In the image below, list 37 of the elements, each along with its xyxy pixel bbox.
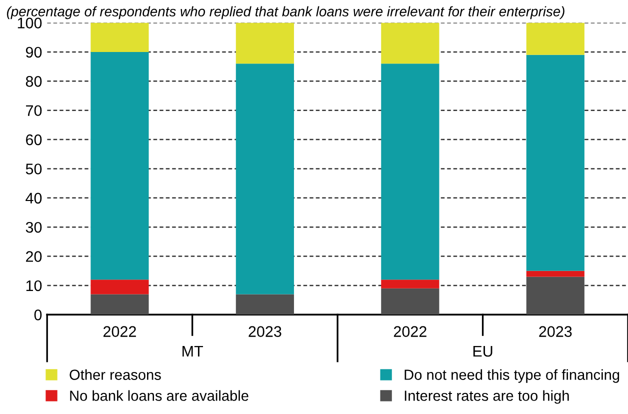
bar [381, 64, 440, 280]
y-tick-label: 10 [26, 280, 42, 292]
bar [526, 276, 584, 315]
y-tick-label: 100 [18, 18, 42, 28]
x-tick-label: 2023 [539, 326, 572, 337]
y-tick-label: 80 [26, 76, 42, 87]
legend-label: Other reasons [70, 369, 161, 380]
y-tick-label: 20 [26, 251, 42, 262]
bar [90, 52, 149, 280]
bar [526, 54, 584, 271]
bar [381, 288, 440, 315]
y-tick-label: 70 [26, 105, 42, 116]
bar [236, 22, 294, 64]
legend-label: Interest rates are too high [404, 390, 569, 404]
y-tick-label: 90 [26, 46, 42, 58]
bar [526, 270, 584, 277]
bar [381, 22, 440, 64]
legend-label: No bank loans are available [70, 390, 248, 401]
bar [236, 294, 294, 315]
bar [90, 280, 149, 294]
x-tick-label: 2022 [103, 326, 136, 337]
bar [236, 64, 294, 294]
bar [381, 280, 440, 288]
text: EU [473, 346, 492, 357]
x-tick-label: 2022 [394, 326, 426, 337]
y-tick-label: 50 [26, 164, 42, 174]
y-tick-label: 30 [26, 222, 42, 233]
bar [90, 22, 149, 52]
chart-subtitle: (percentage of respondents who replied that bank loans were irrelevant for their enterprise) [6, 6, 564, 20]
bar [90, 294, 149, 315]
y-tick-label: 0 [34, 310, 42, 320]
legend-label: Do not need this type of financing [404, 369, 620, 383]
y-tick-label: 60 [26, 134, 42, 146]
bar [526, 22, 584, 55]
text: MT [182, 346, 204, 357]
y-tick-label: 40 [26, 192, 42, 204]
x-tick-label: 2023 [248, 326, 282, 337]
